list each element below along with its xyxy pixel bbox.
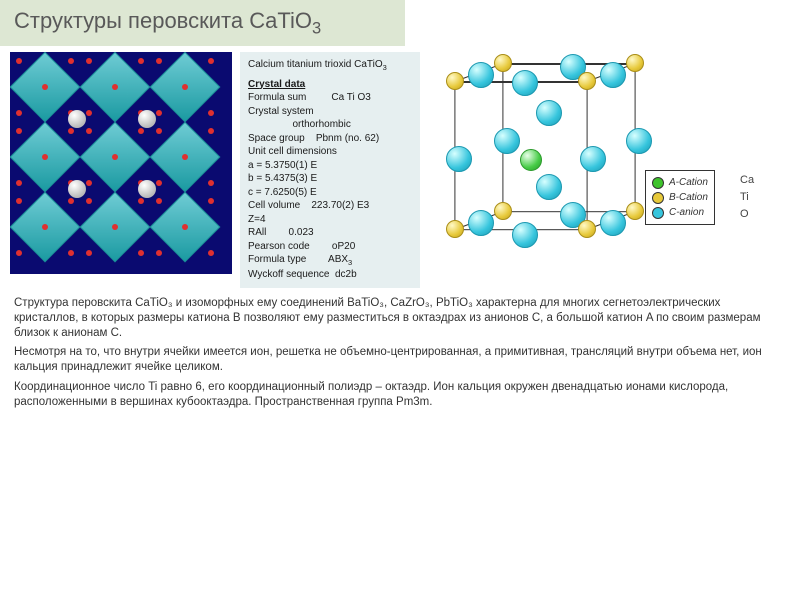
- ca-atom: [580, 146, 606, 172]
- title-text: Структуры перовскита CaTiO: [14, 8, 312, 33]
- page-title: Структуры перовскита CaTiO3: [0, 0, 405, 46]
- body-paragraph: Несмотря на то, что внутри ячейки имеетс…: [14, 345, 786, 375]
- data-row: Cell volume 223.70(2) E3: [248, 199, 412, 213]
- octahedra-lattice: [10, 52, 232, 274]
- data-row: Unit cell dimensions: [248, 145, 412, 159]
- ca-atom: [446, 146, 472, 172]
- ca-atom: [536, 100, 562, 126]
- ti-atom: [494, 202, 512, 220]
- body-paragraph: Структура перовскита CaTiO₃ и изоморфных…: [14, 296, 786, 342]
- ti-atom: [578, 220, 596, 238]
- element-label: Ti: [740, 189, 754, 206]
- data-row: Wyckoff sequence dc2b: [248, 268, 412, 282]
- ca-atom: [494, 128, 520, 154]
- legend-swatch: [652, 207, 664, 219]
- ca-atom: [512, 222, 538, 248]
- ti-atom: [446, 72, 464, 90]
- side-labels: CaTiO: [740, 172, 754, 223]
- data-row: Formula type ABX3: [248, 253, 412, 268]
- ca-atom: [536, 174, 562, 200]
- perovskite-cell: [428, 52, 640, 274]
- legend-row: C-anion: [652, 205, 708, 220]
- data-row: a = 5.3750(1) E: [248, 159, 412, 173]
- ti-atom: [446, 220, 464, 238]
- ca-atom: [626, 128, 652, 154]
- ti-atom: [578, 72, 596, 90]
- legend-row: A-Cation: [652, 175, 708, 190]
- element-label: Ca: [740, 172, 754, 189]
- ca-atom: [468, 210, 494, 236]
- data-row: Pearson code oP20: [248, 240, 412, 254]
- data-row: b = 5.4375(3) E: [248, 172, 412, 186]
- o-atom: [520, 149, 542, 171]
- ca-atom: [468, 62, 494, 88]
- ca-atom: [512, 70, 538, 96]
- legend-row: B-Cation: [652, 190, 708, 205]
- data-rows: Formula sum Ca Ti O3Crystal system ortho…: [248, 91, 412, 282]
- ti-atom: [494, 54, 512, 72]
- data-row: Space group Pbnm (no. 62): [248, 132, 412, 146]
- legend-swatch: [652, 177, 664, 189]
- element-label: O: [740, 206, 754, 223]
- ca-atom: [600, 210, 626, 236]
- data-row: RAll 0.023: [248, 226, 412, 240]
- body-text: Структура перовскита CaTiO₃ и изоморфных…: [0, 292, 800, 422]
- ca-atom: [600, 62, 626, 88]
- legend-label: C-anion: [669, 205, 704, 220]
- data-row: Z=4: [248, 213, 412, 227]
- crystal-data-panel: Calcium titanium trioxid CaTiO3 Crystal …: [240, 52, 420, 287]
- legend-label: A-Cation: [669, 175, 708, 190]
- data-header: Calcium titanium trioxid CaTiO3: [248, 58, 412, 73]
- data-row: orthorhombic: [248, 118, 412, 132]
- ti-atom: [626, 202, 644, 220]
- body-paragraph: Координационное число Ti равно 6, его ко…: [14, 380, 786, 410]
- legend-label: B-Cation: [669, 190, 708, 205]
- data-row: Crystal system: [248, 105, 412, 119]
- legend: A-CationB-CationC-anion: [645, 170, 715, 225]
- data-row: Formula sum Ca Ti O3: [248, 91, 412, 105]
- title-sub: 3: [312, 19, 321, 37]
- data-section: Crystal data: [248, 78, 412, 92]
- data-row: c = 7.6250(5) E: [248, 186, 412, 200]
- ti-atom: [626, 54, 644, 72]
- legend-swatch: [652, 192, 664, 204]
